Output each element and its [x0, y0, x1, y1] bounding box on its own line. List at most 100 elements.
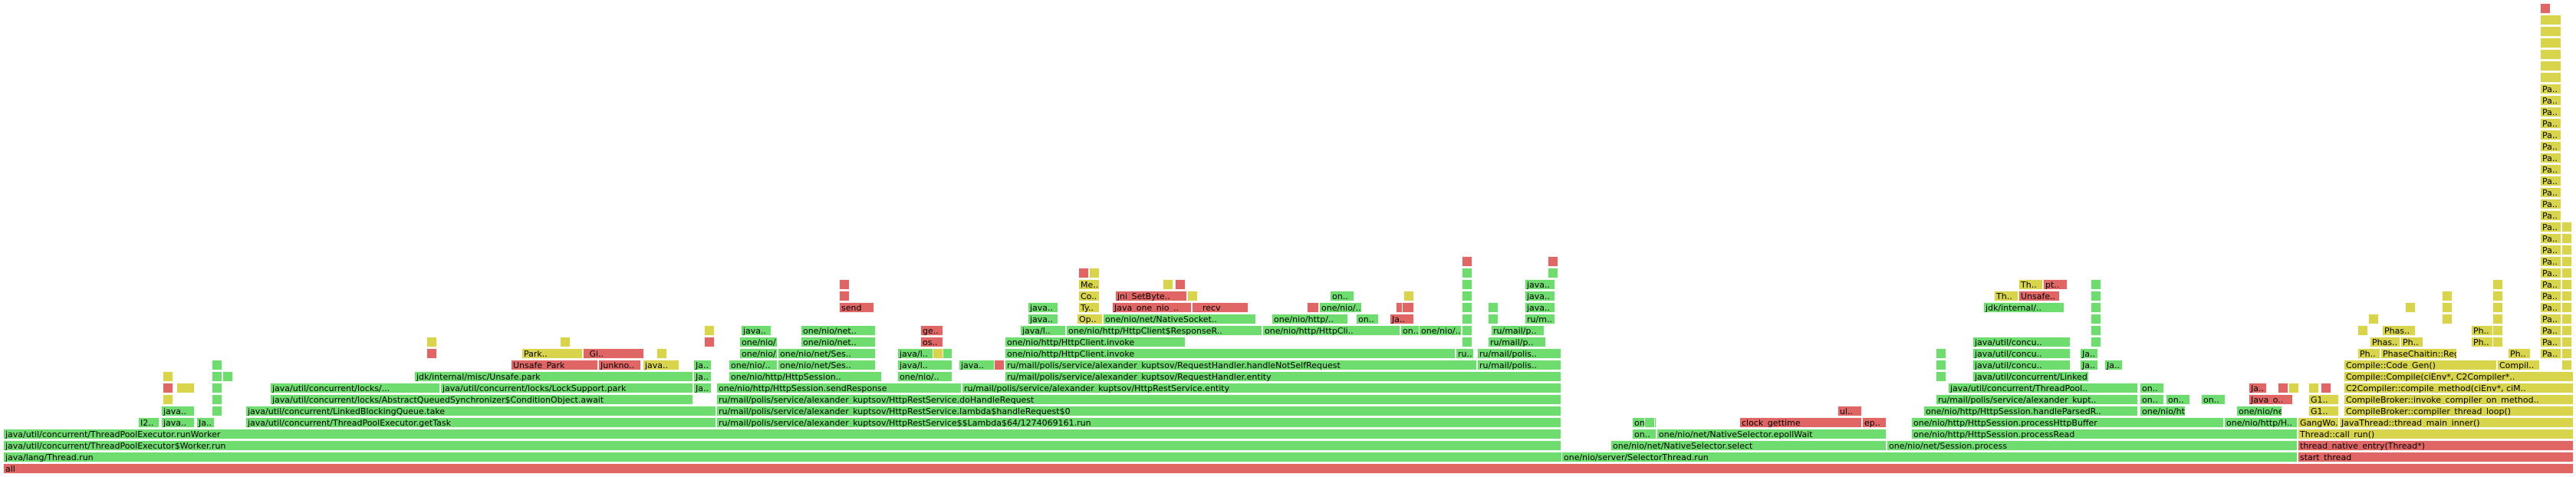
frame-small-y-30[interactable]: [2561, 256, 2572, 267]
frame-ja-i[interactable]: Ja..: [1390, 314, 1414, 324]
frame-one-nio-net-ses-b[interactable]: one/nio/net/Ses..: [778, 348, 876, 359]
frame-small-y-5[interactable]: [560, 337, 571, 347]
frame-small-r-3[interactable]: [704, 337, 715, 347]
frame-small-r-13[interactable]: [2321, 383, 2331, 393]
frame-small-g-9[interactable]: [1462, 314, 1472, 324]
frame-small-y-27[interactable]: [2561, 222, 2572, 232]
frame-small-y-25[interactable]: [2492, 291, 2503, 301]
frame-rh-not-self[interactable]: ru/mail/polis/service/alexander_kuptsov/…: [1005, 360, 1477, 370]
frame-c2-compile[interactable]: C2Compiler::compile_method(ciEnv*, ciM..: [2344, 383, 2574, 393]
frame-small-y-34[interactable]: [2561, 302, 2572, 313]
frame-send-response[interactable]: one/nio/http/HttpSession.sendResponse: [716, 383, 962, 393]
frame-pa-16[interactable]: Pa..: [2540, 176, 2561, 186]
frame-lbq-take[interactable]: java/util/concurrent/LinkedBlockingQueue…: [245, 406, 716, 416]
frame-small-g-7[interactable]: [1462, 337, 1472, 347]
frame-pa-13[interactable]: Pa..: [2540, 210, 2561, 221]
frame-unsafe-park-full[interactable]: jdk/internal/misc/Unsafe.park: [414, 371, 693, 382]
frame-pa-15[interactable]: Pa..: [2540, 187, 2561, 198]
frame-small-g-5[interactable]: [212, 360, 222, 370]
frame-os[interactable]: os..: [920, 337, 943, 347]
frame-java-trunc-b[interactable]: java..: [643, 360, 679, 370]
frame-small-y-17[interactable]: [2405, 302, 2416, 313]
frame-lambda-run[interactable]: ru/mail/polis/service/alexander_kuptsov/…: [716, 417, 1561, 428]
frame-pa-12[interactable]: Pa..: [2540, 222, 2561, 232]
frame-one-nio-net-a[interactable]: one/nio/net..: [2236, 406, 2282, 416]
frame-small-y-29[interactable]: [2561, 245, 2572, 255]
frame-th-b[interactable]: Th..: [2018, 279, 2043, 290]
frame-phase-chaitin[interactable]: PhaseChaitin::Regi..: [2380, 348, 2457, 359]
frame-java-thread-main[interactable]: JavaThread::thread_main_inner(): [2339, 417, 2574, 428]
frame-get-task[interactable]: java/util/concurrent/ThreadPoolExecutor.…: [245, 417, 716, 428]
frame-java-o[interactable]: Java_o..: [2249, 394, 2293, 405]
frame-me[interactable]: Me..: [1078, 279, 1100, 290]
frame-small-g-10[interactable]: [1462, 302, 1472, 313]
frame-thread-native-entry[interactable]: thread_native_entry(Thread*): [2298, 440, 2574, 451]
frame-recv[interactable]: __recv: [1192, 302, 1249, 313]
frame-small-y-18[interactable]: [2442, 314, 2453, 324]
frame-rh-entity[interactable]: ru/mail/polis/service/alexander_kuptsov/…: [1005, 371, 1561, 382]
frame-native-socket[interactable]: one/nio/net/NativeSocket..: [1103, 314, 1256, 324]
frame-unsafe-park[interactable]: Unsafe_Park: [511, 360, 598, 370]
frame-pa-8[interactable]: Pa..: [2540, 268, 2561, 278]
frame-small-g-19[interactable]: [1936, 360, 1946, 370]
frame-native-selector-epoll[interactable]: one/nio/net/NativeSelector.epollWait: [1656, 429, 1887, 439]
frame-handle-parsed[interactable]: one/nio/http/HttpSession.handleParsedR..: [1923, 406, 2138, 416]
frame-small-g-20[interactable]: [1936, 348, 1946, 359]
frame-small-y-10[interactable]: [1163, 279, 1173, 290]
frame-small-y-38[interactable]: [2561, 348, 2572, 359]
frame-ph-e[interactable]: Ph..: [2471, 325, 2494, 336]
frame-ru-mail-polis-b[interactable]: ru/mail/polis..: [1477, 348, 1561, 359]
frame-ops[interactable]: Op..: [1077, 314, 1103, 324]
frame-small-y-14[interactable]: [2308, 383, 2319, 393]
frame-ja-e[interactable]: Ja..: [693, 360, 712, 370]
frame-pt[interactable]: pt..: [2043, 279, 2068, 290]
frame-unsafe-trunc[interactable]: Unsafe..: [2018, 291, 2060, 301]
frame-small-r-8[interactable]: [1175, 279, 1186, 290]
frame-small-y-22[interactable]: [2492, 325, 2503, 336]
frame-one-nio-trunc[interactable]: one/nio/..: [897, 371, 952, 382]
frame-pa-28[interactable]: [2540, 38, 2561, 48]
frame-one-nio-trunc-d[interactable]: one/nio/..: [739, 337, 778, 347]
frame-small-g-23[interactable]: [2091, 314, 2101, 324]
frame-i2[interactable]: I2..: [138, 417, 160, 428]
frame-one-nio-http2[interactable]: one/nio/http/H..: [2224, 417, 2298, 428]
frame-pa-25[interactable]: [2540, 72, 2561, 83]
frame-thread-run[interactable]: java/lang/Thread.run: [3, 452, 1564, 462]
frame-pa-2[interactable]: Pa..: [2540, 337, 2561, 347]
frame-locks-trunc[interactable]: java/util/concurrent/locks/...: [270, 383, 440, 393]
frame-ja-g[interactable]: Ja..: [2104, 360, 2123, 370]
frame-pa-19[interactable]: Pa..: [2540, 141, 2561, 152]
frame-pa-24[interactable]: Pa..: [2540, 84, 2561, 94]
frame-native-selector-select[interactable]: one/nio/net/NativeSelector.select: [1610, 440, 1887, 451]
frame-ja-b[interactable]: Ja..: [693, 383, 712, 393]
frame-ph-c[interactable]: Ph..: [2400, 337, 2423, 347]
frame-process-http-buffer[interactable]: one/nio/http/HttpSession.processHttpBuff…: [1911, 417, 2224, 428]
frame-pa-17[interactable]: Pa..: [2540, 164, 2561, 175]
frame-small-y-2[interactable]: [176, 383, 195, 393]
frame-phas-a[interactable]: Phas..: [2370, 337, 2400, 347]
frame-compile-broker-loop[interactable]: CompileBroker::compiler_thread_loop(): [2344, 406, 2574, 416]
frame-java-l[interactable]: java/l..: [897, 360, 952, 370]
frame-http-session-trunc[interactable]: one/nio/http/HttpSession..: [729, 371, 882, 382]
frame-on-h[interactable]: on..: [1330, 291, 1354, 301]
frame-concu-c[interactable]: java/util/concu..: [1972, 337, 2071, 347]
frame-small-y-23[interactable]: [2492, 314, 2503, 324]
frame-on-g[interactable]: on..: [1356, 314, 1379, 324]
frame-ep[interactable]: ep..: [1862, 417, 1887, 428]
frame-small-g-18[interactable]: [1936, 371, 1946, 382]
frame-ja-a[interactable]: Ja..: [196, 417, 215, 428]
frame-small-y-20[interactable]: [2442, 291, 2453, 301]
frame-ru-mail-p[interactable]: ru/mail/p..: [1488, 337, 1546, 347]
frame-all[interactable]: all: [3, 463, 2574, 474]
frame-ru-mail-p-b[interactable]: ru/mail/p..: [1491, 325, 1545, 336]
frame-pa-3[interactable]: Pa..: [2540, 325, 2561, 336]
frame-pa-11[interactable]: Pa..: [2540, 233, 2561, 244]
frame-lambda-handle[interactable]: ru/mail/polis/service/alexander_kuptsov/…: [716, 406, 1561, 416]
frame-java-trunc-c[interactable]: java..: [959, 360, 995, 370]
frame-compile-code-gen[interactable]: Compile::Code_Gen(): [2344, 360, 2497, 370]
frame-small-y-7[interactable]: [704, 325, 715, 336]
frame-pa-22[interactable]: Pa..: [2540, 107, 2561, 117]
frame-ul[interactable]: ul..: [1837, 406, 1862, 416]
frame-tp-trunc[interactable]: java/util/concurrent/ThreadPool..: [1948, 383, 2138, 393]
frame-ja-d[interactable]: Ja..: [693, 371, 712, 382]
